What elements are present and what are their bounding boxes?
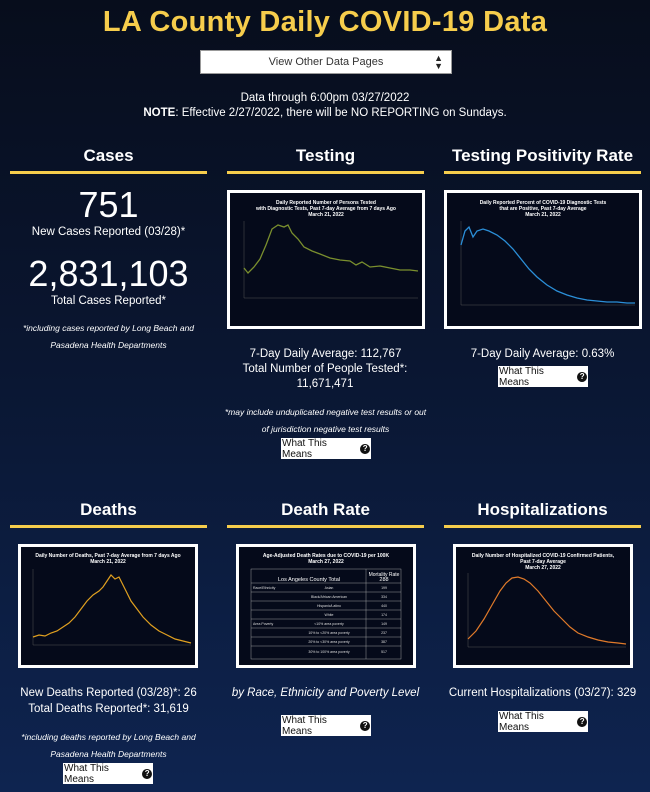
note-label: NOTE — [143, 107, 176, 119]
positivity-chart-title-3: March 21, 2022 — [525, 212, 561, 218]
total-deaths: Total Deaths Reported*: 31,619 — [28, 703, 189, 715]
positivity-what-this-means-button[interactable]: What This Means? — [498, 365, 588, 388]
table-row-value: 174 — [381, 613, 387, 617]
testing-chart-title-3: March 21, 2022 — [308, 212, 344, 218]
testing-chart-thumbnail[interactable]: Daily Reported Number of Persons Tested … — [227, 190, 425, 329]
cases-footnote: *including cases reported by Long Beach … — [22, 323, 195, 350]
deaths-chart-line — [32, 574, 192, 644]
positivity-button-label: What This Means — [499, 365, 544, 388]
new-cases-label: New Cases Reported (03/28)* — [31, 226, 186, 238]
current-hospitalizations: Current Hospitalizations (03/27): 329 — [448, 687, 637, 699]
testing-title: Testing — [295, 146, 356, 165]
positivity-chart-thumbnail[interactable]: Daily Reported Percent of COVID-19 Diagn… — [444, 190, 642, 329]
death-rate-title-2: March 27, 2022 — [308, 559, 344, 565]
table-total-label: Los Angeles County Total — [278, 577, 340, 583]
table-row-label: Asian — [325, 586, 334, 590]
deaths-chart-thumbnail[interactable]: Daily Number of Deaths, Past 7-day Avera… — [18, 544, 198, 668]
table-row-group: Area Poverty — [253, 622, 273, 626]
table-row-value: 149 — [381, 622, 387, 626]
table-row-value: 334 — [381, 595, 387, 599]
table-row-label: <10% area poverty — [314, 622, 344, 626]
select-arrows-icon: ▲ ▼ — [434, 53, 443, 71]
table-row-label: 30% to 100% area poverty — [308, 650, 349, 654]
positivity-avg: 7-Day Daily Average: 0.63% — [470, 348, 615, 360]
hospitalizations-chart: Daily Number of Hospitalized COVID-19 Co… — [467, 553, 627, 648]
hospitalizations-what-this-means-button[interactable]: What This Means? — [498, 710, 588, 733]
deaths-chart-title-1: Daily Number of Deaths, Past 7-day Avera… — [35, 553, 180, 559]
data-pages-select[interactable]: View Other Data Pages ▲ ▼ — [200, 50, 452, 74]
select-value: View Other Data Pages — [268, 56, 384, 68]
death-rate-divider — [227, 525, 424, 528]
death-rate-button-label: What This Means — [282, 714, 327, 737]
new-cases-value: 751 — [78, 184, 139, 225]
hospitalizations-chart-line — [467, 576, 627, 645]
testing-avg: 7-Day Daily Average: 112,767 — [249, 348, 402, 360]
table-row-label: Hispanic/Latino — [317, 604, 341, 608]
testing-footnote: *may include unduplicated negative test … — [224, 407, 427, 434]
deaths-footnote: *including deaths reported by Long Beach… — [21, 732, 196, 759]
positivity-chart: Daily Reported Percent of COVID-19 Diagn… — [460, 200, 635, 306]
hosp-chart-title-2: Past 7-day Average — [520, 559, 566, 565]
death-rate-table: Age-Adjusted Death Rates due to COVID-19… — [250, 553, 402, 660]
deaths-chart: Daily Number of Deaths, Past 7-day Avera… — [32, 553, 192, 646]
table-row-label: 20% to <30% area poverty — [308, 640, 350, 644]
table-row-value: 199 — [381, 586, 387, 590]
positivity-divider — [444, 171, 641, 174]
hospitalizations-divider — [444, 525, 641, 528]
table-header: Mortality Rate — [369, 572, 400, 578]
death-rate-table-thumbnail[interactable]: Age-Adjusted Death Rates due to COVID-19… — [236, 544, 416, 668]
cases-divider — [10, 171, 207, 174]
hospitalizations-title: Hospitalizations — [477, 500, 608, 519]
hospitalizations-button-label: What This Means — [499, 710, 544, 733]
deaths-button-label: What This Means — [64, 762, 109, 785]
question-icon: ? — [360, 443, 370, 454]
testing-chart: Daily Reported Number of Persons Tested … — [243, 200, 419, 299]
table-row-value: 517 — [381, 650, 387, 654]
positivity-chart-title-1: Daily Reported Percent of COVID-19 Diagn… — [480, 200, 607, 206]
death-rate-title-1: Age-Adjusted Death Rates due to COVID-19… — [263, 553, 390, 559]
positivity-chart-line — [460, 225, 635, 304]
table-row-label: White — [325, 613, 334, 617]
total-cases-value: 2,831,103 — [28, 253, 189, 294]
testing-what-this-means-button[interactable]: What This Means? — [281, 437, 371, 460]
deaths-divider — [10, 525, 207, 528]
testing-divider — [227, 171, 424, 174]
cases-title: Cases — [83, 146, 134, 165]
question-icon: ? — [142, 768, 152, 779]
note-body: : Effective 2/27/2022, there will be NO … — [175, 107, 507, 119]
deaths-what-this-means-button[interactable]: What This Means? — [63, 762, 153, 785]
death-rate-what-this-means-button[interactable]: What This Means? — [281, 714, 371, 737]
table-row-value: 237 — [381, 631, 387, 635]
death-rate-title: Death Rate — [281, 500, 370, 519]
testing-total: Total Number of People Tested*: 11,671,4… — [242, 363, 408, 390]
testing-chart-line — [243, 224, 419, 274]
positivity-title: Testing Positivity Rate — [451, 146, 634, 165]
table-row-label: 10% to <20% area poverty — [308, 631, 350, 635]
testing-chart-title-1: Daily Reported Number of Persons Tested — [276, 200, 376, 206]
question-icon: ? — [577, 716, 587, 727]
testing-chart-title-2: with Diagnostic Tests, Past 7-day Averag… — [255, 206, 396, 212]
page-title: LA County Daily COVID-19 Data — [102, 6, 548, 38]
question-icon: ? — [360, 720, 370, 731]
table-total-value: 288 — [379, 577, 388, 583]
total-cases-label: Total Cases Reported* — [50, 295, 167, 307]
testing-button-label: What This Means — [282, 437, 327, 460]
deaths-chart-title-2: March 21, 2022 — [90, 559, 126, 565]
question-icon: ? — [577, 371, 587, 382]
hospitalizations-chart-thumbnail[interactable]: Daily Number of Hospitalized COVID-19 Co… — [453, 544, 633, 668]
positivity-chart-title-2: that are Positive, Past 7-day Average — [499, 206, 586, 212]
table-row-label: Black/African American — [311, 595, 347, 599]
table-row-value: 387 — [381, 640, 387, 644]
new-deaths: New Deaths Reported (03/28)*: 26 — [20, 687, 197, 699]
hosp-chart-title-1: Daily Number of Hospitalized COVID-19 Co… — [472, 553, 615, 559]
hosp-chart-title-3: March 27, 2022 — [525, 565, 561, 571]
data-through-text: Data through 6:00pm 03/27/2022 — [240, 92, 410, 104]
table-row-value: 440 — [381, 604, 387, 608]
table-row-group: Race/Ethnicity — [253, 586, 276, 590]
note-text: NOTE: Effective 2/27/2022, there will be… — [0, 107, 650, 119]
death-rate-caption: by Race, Ethnicity and Poverty Level — [231, 687, 420, 699]
deaths-title: Deaths — [80, 500, 137, 519]
